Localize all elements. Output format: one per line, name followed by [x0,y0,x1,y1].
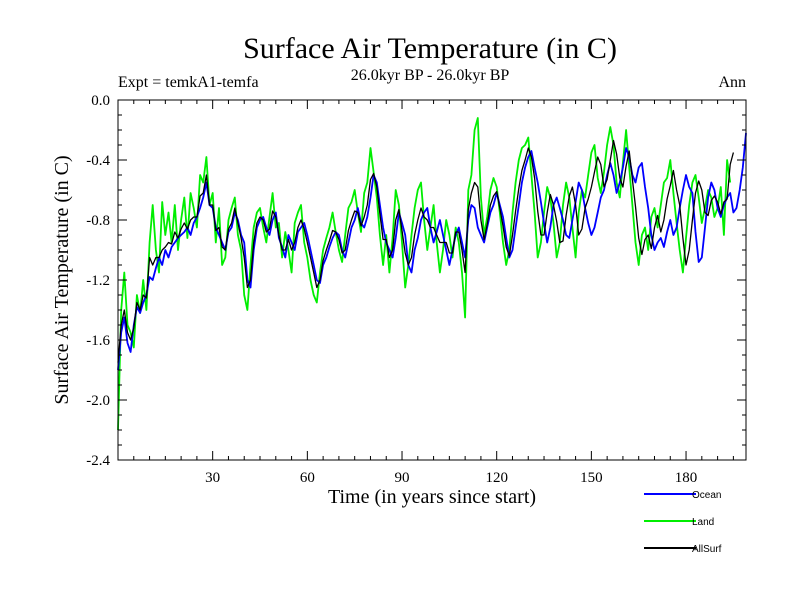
series-layer [117,117,747,431]
y-tick-label: -2.4 [86,453,110,469]
y-tick-label: -1.2 [86,273,110,289]
legend-label-allsurf: AllSurf [692,544,722,555]
x-axis-label: Time (in years since start) [328,486,536,508]
season-label: Ann [718,74,746,91]
series-line-allsurf [117,139,735,363]
series-line-ocean [117,132,747,371]
x-tick-label: 30 [205,470,220,486]
y-tick-label: -2.0 [86,393,110,409]
x-tick-label: 60 [300,470,315,486]
legend-label-land: Land [692,517,714,528]
experiment-label: Expt = temkA1-temfa [118,74,259,91]
y-tick-label: 0.0 [91,93,110,109]
legend-label-ocean: Ocean [692,490,721,501]
x-tick-label: 180 [675,470,698,486]
chart-title: Surface Air Temperature (in C) [243,32,617,65]
chart-subtitle: 26.0kyr BP - 26.0kyr BP [351,67,510,84]
x-tick-label: 90 [395,470,410,486]
x-tick-label: 120 [485,470,508,486]
y-tick-label: -0.4 [86,153,110,169]
series-line-land [117,117,732,431]
x-tick-label: 150 [580,470,603,486]
y-tick-label: -1.6 [86,333,110,349]
y-tick-label: -0.8 [86,213,110,229]
y-axis-label: Surface Air Temperature (in C) [51,155,73,404]
ticks-layer: 30 60 90 120 150 180 0.0 -0.4 -0.8 -1.2 -1.6 -2.0 -2… [86,93,746,486]
plot-frame [117,99,747,461]
legend: Ocean Land AllSurf [644,490,722,555]
